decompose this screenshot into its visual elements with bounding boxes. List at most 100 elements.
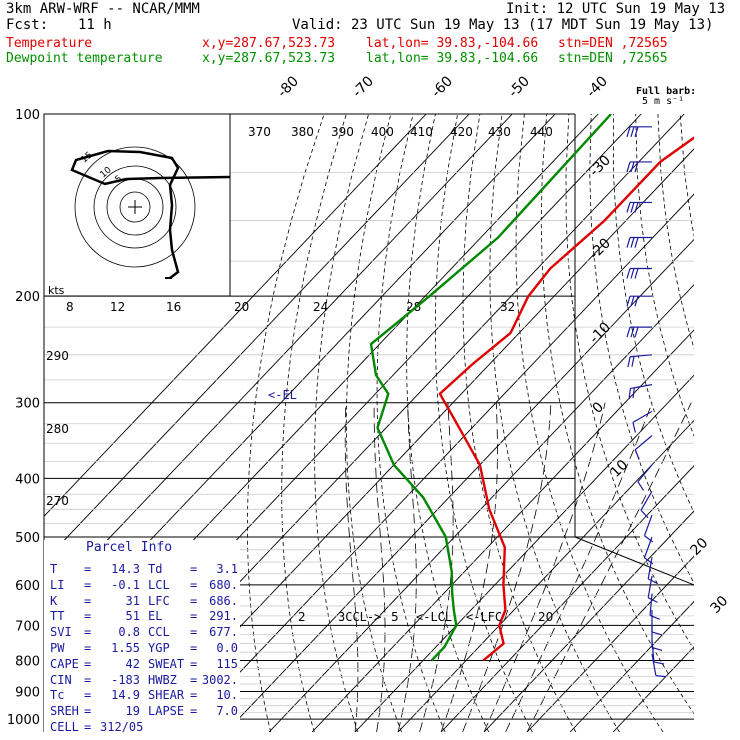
parcel-equals: =: [190, 609, 198, 624]
parcel-field-label: TT: [50, 609, 65, 624]
pressure-tick-label: 600: [15, 579, 40, 594]
dewpoint-latlon: lat,lon= 39.83,-104.66: [366, 51, 539, 66]
theta-label: 430: [488, 125, 511, 139]
wind-barb: [651, 653, 667, 678]
moist-adiabat: [419, 402, 454, 732]
isotherm-label: 20: [688, 535, 712, 559]
dry-adiabat: [247, 114, 325, 732]
wind-barb: [632, 410, 653, 433]
lcl-marker: <-LCL: [416, 610, 453, 624]
parcel-equals: =: [84, 720, 92, 734]
theta-label: 440: [530, 125, 553, 139]
dry-adiabat: [613, 114, 694, 514]
parcel-field-value: 3.1: [216, 562, 238, 576]
parcel-field-value: 1.55: [111, 641, 140, 655]
hodograph-speed-tick: 28: [406, 300, 421, 314]
dry-adiabat: [703, 114, 740, 732]
hodograph-kts-label: kts: [48, 284, 65, 297]
hodograph-trace: [70, 149, 230, 279]
barb-legend-units: 5 m s⁻¹: [642, 96, 685, 107]
el-marker: <-EL: [268, 388, 297, 402]
isotherm-line: [311, 329, 694, 732]
isotherm-label: -50: [506, 73, 533, 100]
parcel-equals: =: [190, 562, 198, 576]
hodograph-speed-tick: 24: [313, 300, 328, 314]
pressure-tick-label: 500: [15, 531, 40, 546]
isotherm-label: -30: [587, 152, 614, 179]
wind-barb: [647, 557, 658, 585]
parcel-field-label: YGP: [148, 641, 170, 655]
theta-label: 370: [248, 125, 271, 139]
isotherm-label: -40: [584, 73, 611, 100]
dewpoint-legend: Dewpoint temperature: [6, 51, 163, 66]
parcel-field-value: 51: [125, 609, 140, 624]
parcel-equals: =: [190, 641, 198, 655]
pressure-tick-label: 100: [15, 108, 40, 123]
theta-label: 410: [410, 125, 433, 139]
dry-adiabat: [462, 114, 577, 732]
parcel-field-label: PW: [50, 641, 65, 655]
wind-barb: [640, 490, 653, 519]
hodograph-speed-tick: 12: [110, 300, 125, 314]
parcel-equals: =: [84, 688, 92, 703]
isotherm-line: [440, 465, 694, 732]
parcel-field-value: 31: [125, 593, 140, 608]
model-title: 3km ARW-WRF -- NCAR/MMM: [6, 1, 200, 17]
parcel-field-label: Tc: [50, 688, 65, 703]
parcel-field-value: 3002.: [201, 672, 238, 687]
parcel-field-label: CIN: [50, 672, 72, 687]
pressure-tick-label: 700: [15, 619, 40, 634]
hodograph-speed-tick: 16: [166, 300, 181, 314]
wind-barb: [651, 625, 663, 652]
parcel-equals: =: [84, 656, 92, 671]
dewpoint-station: stn=DEN ,72565: [558, 51, 668, 66]
wind-barb: [634, 435, 653, 460]
parcel-field-label: SVI: [50, 625, 72, 640]
dry-adiabat: [515, 114, 664, 732]
hodograph-ring: [74, 146, 196, 268]
pressure-tick-label: 1000: [7, 713, 40, 728]
parcel-field-label: T: [50, 562, 58, 576]
isotherm-line: [225, 238, 694, 732]
moist-adiabat: [505, 402, 653, 732]
mixing-ratio-label: 2: [298, 610, 306, 624]
isotherm-label: -10: [587, 319, 614, 346]
parcel-field-label: EL: [148, 609, 163, 624]
parcel-equals: =: [84, 704, 92, 719]
isotherm-line: [44, 114, 513, 608]
parcel-info-panel: [44, 540, 240, 734]
parcel-equals: =: [190, 577, 198, 592]
theta-label: 390: [331, 125, 354, 139]
parcel-equals: =: [190, 593, 198, 608]
wind-barb: [628, 384, 653, 399]
theta-label: 270: [46, 494, 69, 508]
wind-barb: [626, 161, 652, 173]
pressure-tick-label: 200: [15, 290, 40, 305]
hodograph-speed-tick: 8: [66, 300, 74, 314]
isotherm-line: [526, 555, 694, 732]
parcel-field-label: LCL: [148, 577, 170, 592]
parcel-field-label: SHEAR: [148, 688, 185, 703]
isotherm-label: 0: [590, 399, 608, 417]
dewpoint-xy: x,y=287.67,523.73: [202, 51, 336, 66]
hodograph-speed-tick: 32: [500, 300, 515, 314]
isotherm-label: -60: [429, 73, 456, 100]
temperature-station: stn=DEN ,72565: [558, 36, 668, 51]
parcel-field-label: CELL: [50, 720, 79, 734]
wind-barb: [651, 639, 665, 665]
parcel-field-label: HWBZ: [148, 672, 177, 687]
parcel-info-title: Parcel Info: [86, 540, 173, 555]
theta-label: 280: [46, 422, 69, 436]
parcel-equals: =: [190, 672, 198, 687]
isotherm-line: [44, 114, 470, 563]
parcel-field-value: 680.: [209, 577, 238, 592]
dry-adiabat: [565, 114, 694, 651]
wind-barb: [626, 236, 652, 248]
parcel-equals: =: [84, 593, 92, 608]
lfc-marker: <-LFC: [466, 610, 503, 624]
barb-legend-title: Full barb:: [636, 86, 697, 97]
parcel-field-label: K: [50, 593, 58, 608]
dewpoint-profile: [369, 114, 612, 662]
isotherm-label: -20: [587, 235, 614, 262]
